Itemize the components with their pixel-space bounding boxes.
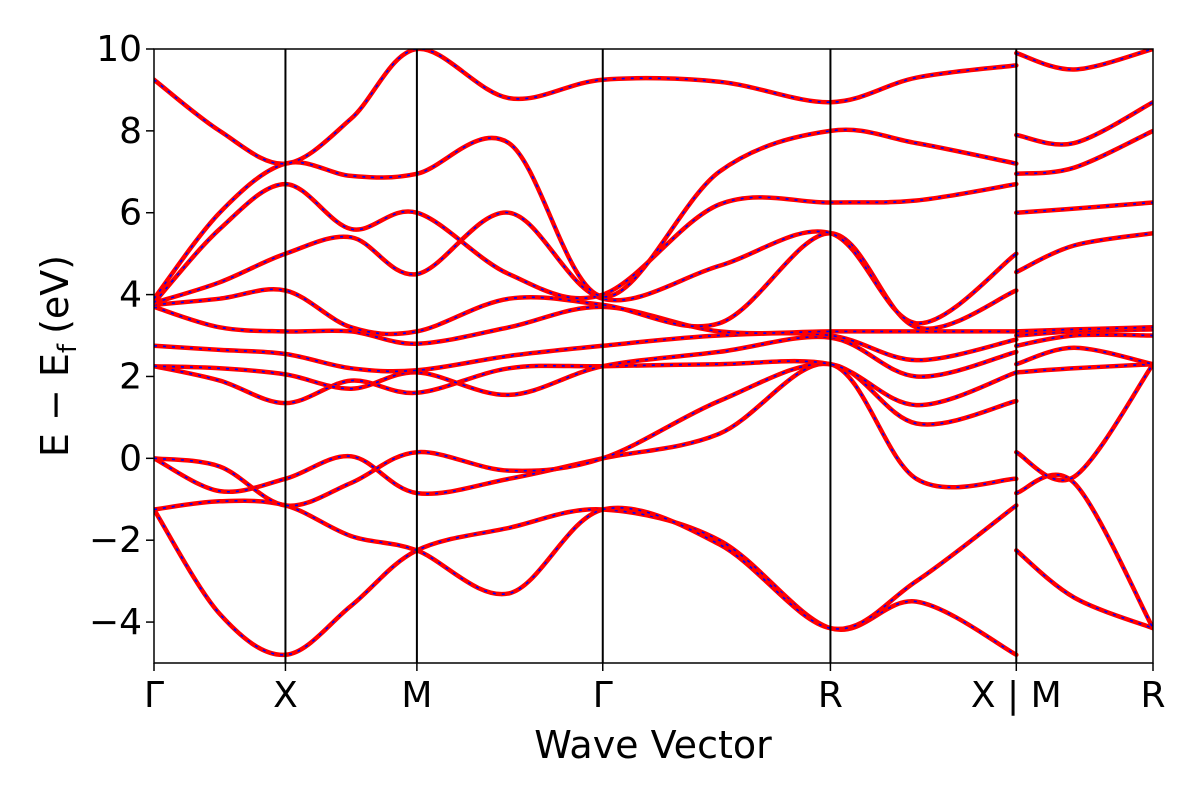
- y-tick-label-7: 8: [119, 111, 142, 152]
- band-5-segment-2: [1014, 345, 1153, 367]
- y-tick-label-2: −2: [89, 520, 142, 561]
- high-symmetry-lines: [284, 49, 1018, 663]
- y-tick-label-3: 0: [119, 438, 142, 479]
- band-1-overlay-1: [154, 508, 1017, 656]
- band-2-overlay-1: [154, 499, 1017, 630]
- band-8-overlay-2: [1016, 326, 1153, 333]
- band-7-overlay-1: [154, 332, 1017, 373]
- band-3-segment-1: [154, 361, 1019, 497]
- x-tick-label-2: X: [273, 675, 298, 716]
- band-13-segment-2: [1014, 49, 1153, 72]
- y-tick-label-5: 4: [119, 275, 142, 316]
- x-axis-label: Wave Vector: [534, 723, 772, 767]
- y-tick-label-4: 2: [119, 356, 142, 397]
- y-tick-label-8: 10: [96, 29, 142, 70]
- band-4-overlay-2: [1016, 363, 1153, 374]
- band-13-overlay-1: [154, 49, 1017, 165]
- band-9-overlay-2: [1015, 232, 1153, 273]
- y-axis-label: E − Ef (eV): [33, 255, 83, 457]
- band-4-overlay-1: [154, 363, 1017, 507]
- x-tick-label-6: X | M: [971, 675, 1062, 716]
- plot-frame: [153, 48, 1154, 664]
- x-tick-label-5: R: [818, 675, 843, 716]
- band-3-overlay-2: [1015, 363, 1153, 481]
- band-3-overlay-1: [154, 362, 1017, 495]
- band-4-segment-1: [154, 361, 1019, 508]
- y-axis-label-unit: (eV): [33, 255, 77, 334]
- y-tick-label-1: −4: [89, 602, 142, 643]
- band-13-segment-1: [154, 49, 1019, 166]
- band-3-segment-2: [1014, 361, 1153, 483]
- band-8-overlay-1: [154, 306, 1017, 345]
- band-1-overlay-2: [1015, 549, 1153, 629]
- x-tick-label-3: M: [401, 675, 432, 716]
- band-lines: [154, 49, 1153, 658]
- x-tick-label-4: Γ: [593, 675, 613, 716]
- band-2-segment-2: [1014, 472, 1153, 631]
- y-axis-ticks: −4 −2 0 2 4 6 8 10: [89, 29, 154, 643]
- band-12-segment-1: [154, 127, 1019, 301]
- band-6-segment-2: [1014, 332, 1153, 349]
- band-10-overlay-2: [1016, 201, 1153, 214]
- band-11-segment-1: [154, 181, 1019, 306]
- band-11-overlay-2: [1016, 130, 1153, 175]
- band-5-overlay-1: [154, 360, 1017, 406]
- band-12-overlay-1: [154, 129, 1017, 300]
- band-12-segment-2: [1014, 99, 1153, 147]
- band-1-segment-1: [154, 507, 1019, 658]
- y-axis-label-main: E − E: [33, 353, 77, 457]
- band-6-segment-1: [154, 334, 1019, 398]
- y-tick-label-6: 6: [119, 193, 142, 234]
- x-tick-label-7: R: [1140, 675, 1165, 716]
- band-8-segment-1: [154, 304, 1019, 346]
- band-9-segment-2: [1014, 230, 1153, 275]
- x-axis-ticks: Γ X M Γ R X | M R: [144, 663, 1166, 716]
- band-10-overlay-1: [154, 211, 1017, 325]
- x-tick-label-1: Γ: [144, 675, 164, 716]
- y-axis-label-subscript: f: [53, 343, 83, 353]
